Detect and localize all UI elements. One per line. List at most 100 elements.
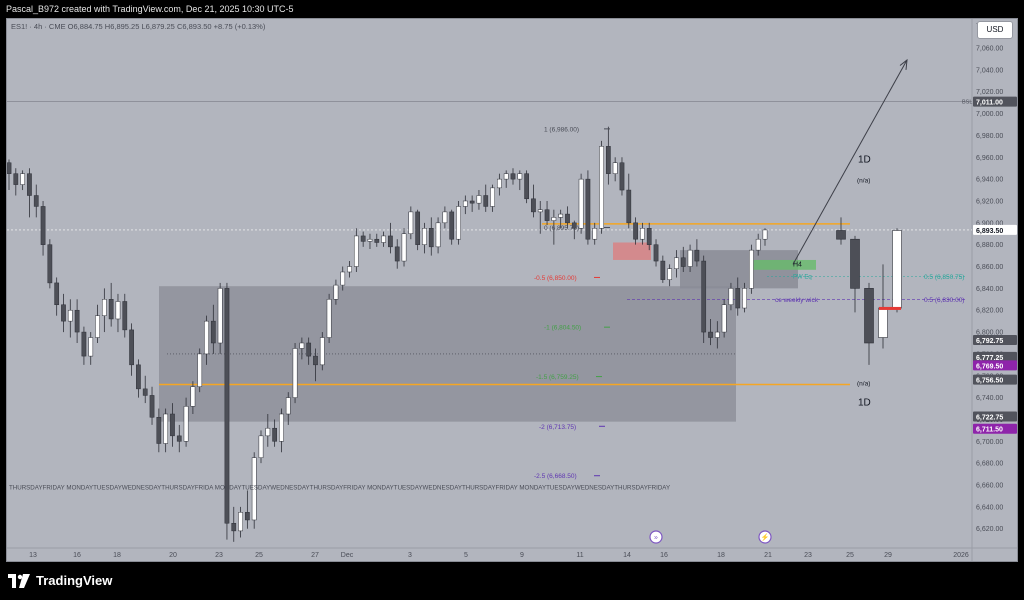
candle-body (626, 189, 632, 224)
x-tick-label: 18 (717, 552, 725, 559)
candle-body (129, 329, 134, 366)
fib-level-label: -2.5 (6,668.50) (534, 473, 577, 480)
y-tick-label: 6,960.00 (976, 155, 1003, 162)
price-label-badge (973, 423, 1017, 434)
symbol-ohlc-legend[interactable]: ES1! · 4h · CME O6,884.75 H6,895.25 L6,8… (11, 22, 265, 31)
candle-body (183, 406, 189, 442)
candle-body (721, 304, 727, 333)
timeframe-label: 1D (858, 155, 871, 166)
candle-body (653, 244, 659, 262)
candle-body (585, 178, 591, 240)
projection-candle-body (836, 230, 846, 240)
h4-green-box (752, 259, 816, 270)
candle-body (456, 206, 461, 240)
projection-candle-body (850, 238, 860, 289)
x-tick-label: 3 (408, 552, 412, 559)
fib-zone-box (159, 286, 736, 422)
candle-body (524, 173, 529, 200)
price-label-badge (973, 360, 1017, 371)
candle-body (592, 228, 598, 240)
na-label: (n/a) (857, 381, 870, 388)
price-label-badge (973, 224, 1017, 235)
candle-body (306, 342, 312, 357)
candle-body (258, 435, 264, 458)
candle-body (503, 173, 509, 180)
ce-weekly-wick-label: ce weekly wick (775, 297, 819, 304)
y-tick-label: 6,920.00 (976, 198, 1003, 205)
price-label-badge (973, 374, 1017, 385)
x-tick-label: 16 (73, 552, 81, 559)
candle-body (360, 235, 366, 242)
projection-red-marker (879, 306, 901, 310)
candle-body (619, 162, 625, 191)
candle-body (442, 211, 448, 224)
projection-candle-body (864, 288, 874, 344)
y-tick-label: 6,900.00 (976, 220, 1003, 227)
price-label-badge (973, 411, 1017, 422)
x-tick-label: 21 (764, 552, 772, 559)
y-tick-label: 7,040.00 (976, 67, 1003, 74)
candle-body (40, 206, 46, 245)
pw-eq-label: PW Eq (793, 274, 812, 280)
candle-body (224, 288, 230, 524)
price-label-badge (973, 334, 1017, 345)
price-label-badge (973, 96, 1017, 107)
candle-body (388, 235, 393, 248)
publish-line: Pascal_B972 created with TradingView.com… (6, 4, 294, 14)
price-label-text: 6,792.75 (976, 338, 1003, 345)
candle-body (640, 228, 645, 240)
candle-body (680, 257, 686, 267)
candle-body (633, 222, 638, 240)
x-tick-label: 18 (113, 552, 121, 559)
tradingview-logo-icon (8, 573, 30, 588)
candle-body (517, 173, 523, 180)
candle-body (714, 331, 720, 338)
projection-arrow-line (792, 59, 908, 265)
candle-body (231, 522, 237, 532)
h4-label: H4 (793, 261, 802, 268)
price-chart[interactable]: 7,080.007,060.007,040.007,020.007,000.00… (7, 19, 1018, 562)
candle-body (558, 213, 564, 218)
candle-body (292, 348, 298, 398)
timeframe-label: 1D (858, 397, 871, 408)
brand-name: TradingView (36, 573, 113, 588)
candle-body (694, 249, 700, 262)
y-tick-label: 6,980.00 (976, 133, 1003, 140)
candle-body (749, 249, 754, 289)
y-tick-label: 6,700.00 (976, 439, 1003, 446)
candle-body (20, 173, 25, 185)
candle-body (95, 315, 100, 338)
candle-body (708, 331, 713, 338)
x-tick-label: 9 (520, 552, 524, 559)
candle-body (490, 187, 495, 207)
price-label-text: 7,011.00 (976, 100, 1003, 107)
chart-pane[interactable]: 7,080.007,060.007,040.007,020.007,000.00… (6, 18, 1018, 562)
x-tick-label: 13 (29, 552, 37, 559)
candle-body (149, 395, 155, 418)
x-tick-label: 25 (846, 552, 854, 559)
fib-level-label: -2 (6,713.75) (539, 424, 576, 431)
candle-body (599, 146, 604, 229)
candle-body (374, 238, 380, 243)
candle-body (565, 213, 570, 224)
y-tick-label: 7,060.00 (976, 46, 1003, 53)
x-tick-label: 2026 (953, 552, 969, 559)
candle-body (279, 413, 284, 442)
candle-body (660, 260, 666, 280)
event-icon (649, 530, 663, 544)
candle-body (646, 228, 652, 245)
day-of-week-labels: THURSDAYFRIDAY MONDAYTUESDAYWEDNESDAYTHU… (9, 484, 670, 491)
tradingview-logo[interactable]: TradingView (8, 573, 112, 588)
candle-body (33, 195, 39, 207)
candle-body (510, 173, 516, 180)
candle-body (13, 173, 19, 185)
candle-body (122, 301, 128, 331)
currency-button[interactable]: USD (977, 21, 1013, 39)
y-tick-label: 6,680.00 (976, 461, 1003, 468)
candle-body (701, 260, 707, 333)
x-tick-label: 11 (576, 552, 583, 559)
candle-body (728, 288, 734, 306)
candle-body (340, 271, 346, 286)
candle-body (7, 162, 12, 174)
price-label-text: 6,893.50 (976, 228, 1003, 235)
